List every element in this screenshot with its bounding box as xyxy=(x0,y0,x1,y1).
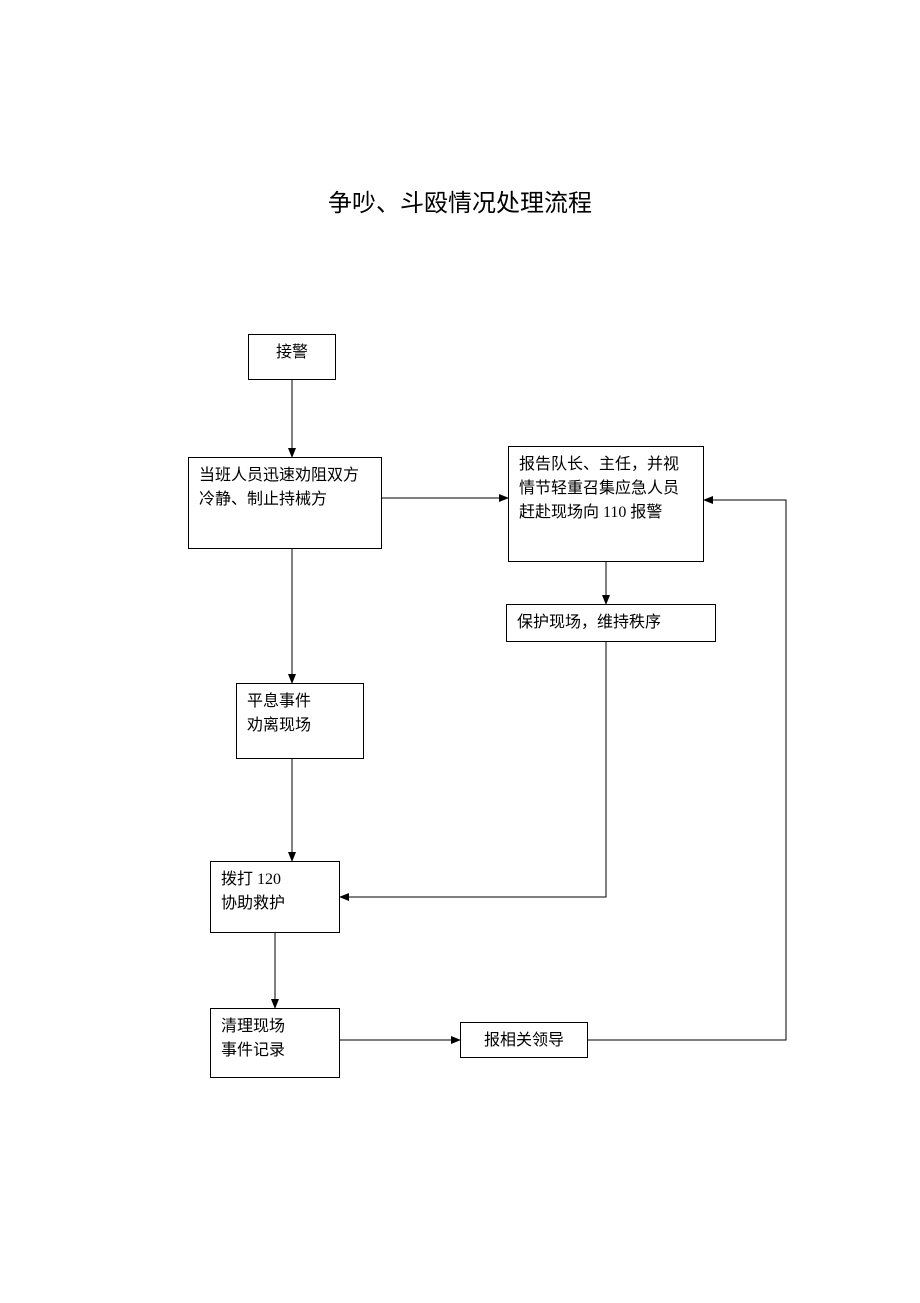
flow-node-n3: 报告队长、主任，并视情节轻重召集应急人员赶赴现场向 110 报警 xyxy=(508,446,704,562)
flow-node-n8: 报相关领导 xyxy=(460,1022,588,1058)
flow-node-n1: 接警 xyxy=(248,334,336,380)
flow-edge-5 xyxy=(340,642,606,897)
flowchart-svg xyxy=(0,0,920,1303)
flow-node-n4: 保护现场，维持秩序 xyxy=(506,604,716,642)
flow-node-n5: 平息事件劝离现场 xyxy=(236,683,364,759)
flow-node-n6: 拨打 120协助救护 xyxy=(210,861,340,933)
flow-node-n7: 清理现场事件记录 xyxy=(210,1008,340,1078)
flow-node-n2: 当班人员迅速劝阻双方冷静、制止持械方 xyxy=(188,457,382,549)
flow-edge-8 xyxy=(588,500,786,1040)
